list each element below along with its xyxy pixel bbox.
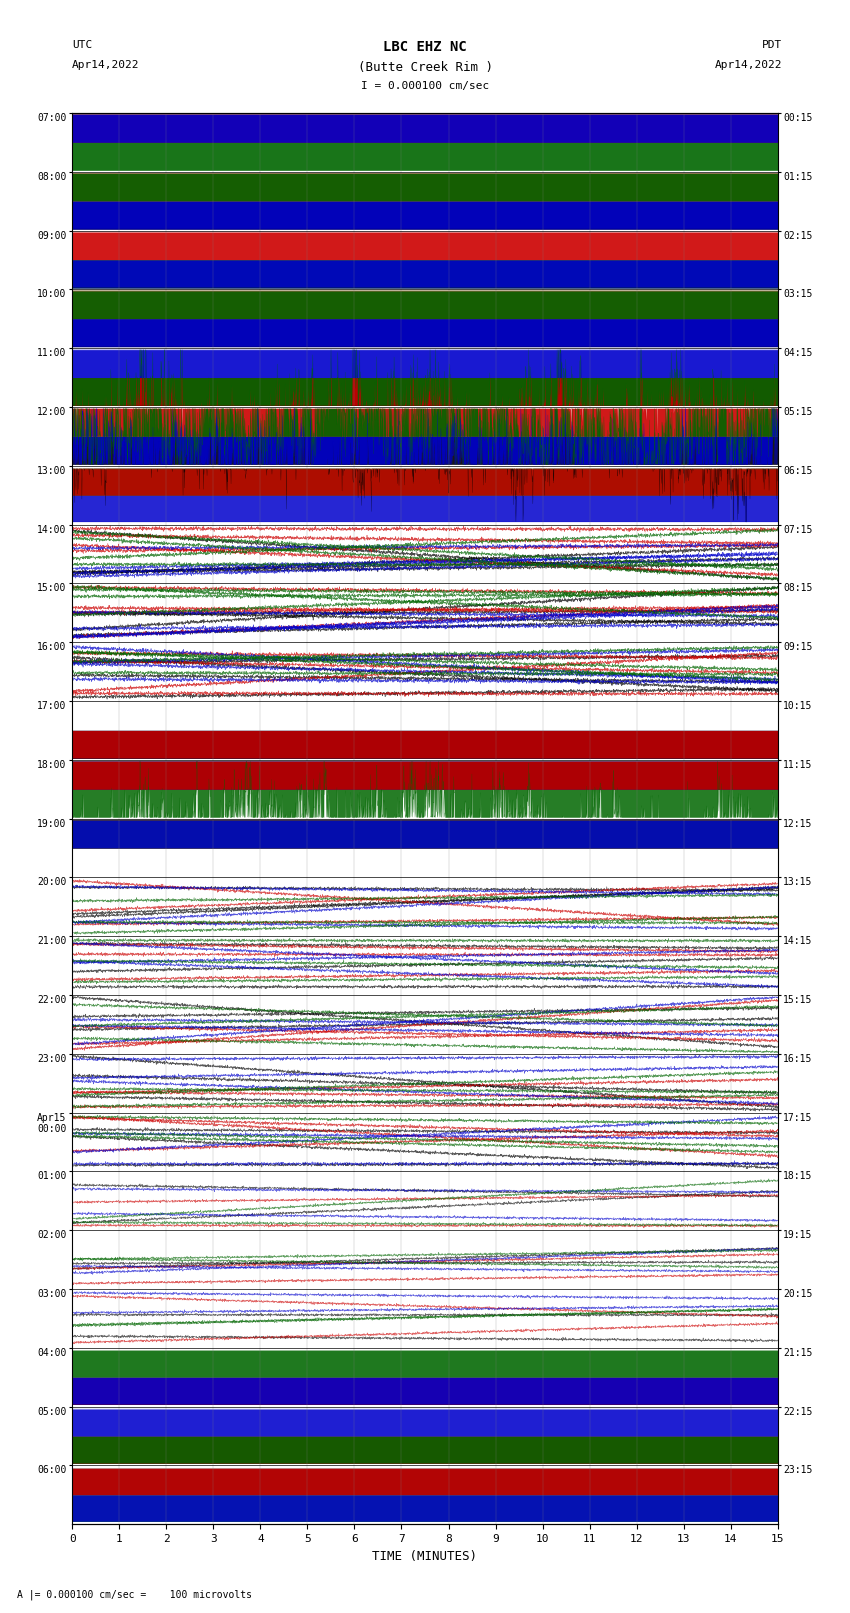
Text: LBC EHZ NC: LBC EHZ NC: [383, 40, 467, 55]
Text: Apr14,2022: Apr14,2022: [72, 60, 139, 69]
Text: I = 0.000100 cm/sec: I = 0.000100 cm/sec: [361, 81, 489, 90]
Text: PDT: PDT: [762, 40, 782, 50]
Text: Apr14,2022: Apr14,2022: [715, 60, 782, 69]
Text: A |= 0.000100 cm/sec =    100 microvolts: A |= 0.000100 cm/sec = 100 microvolts: [17, 1589, 252, 1600]
X-axis label: TIME (MINUTES): TIME (MINUTES): [372, 1550, 478, 1563]
Text: (Butte Creek Rim ): (Butte Creek Rim ): [358, 61, 492, 74]
Text: UTC: UTC: [72, 40, 93, 50]
